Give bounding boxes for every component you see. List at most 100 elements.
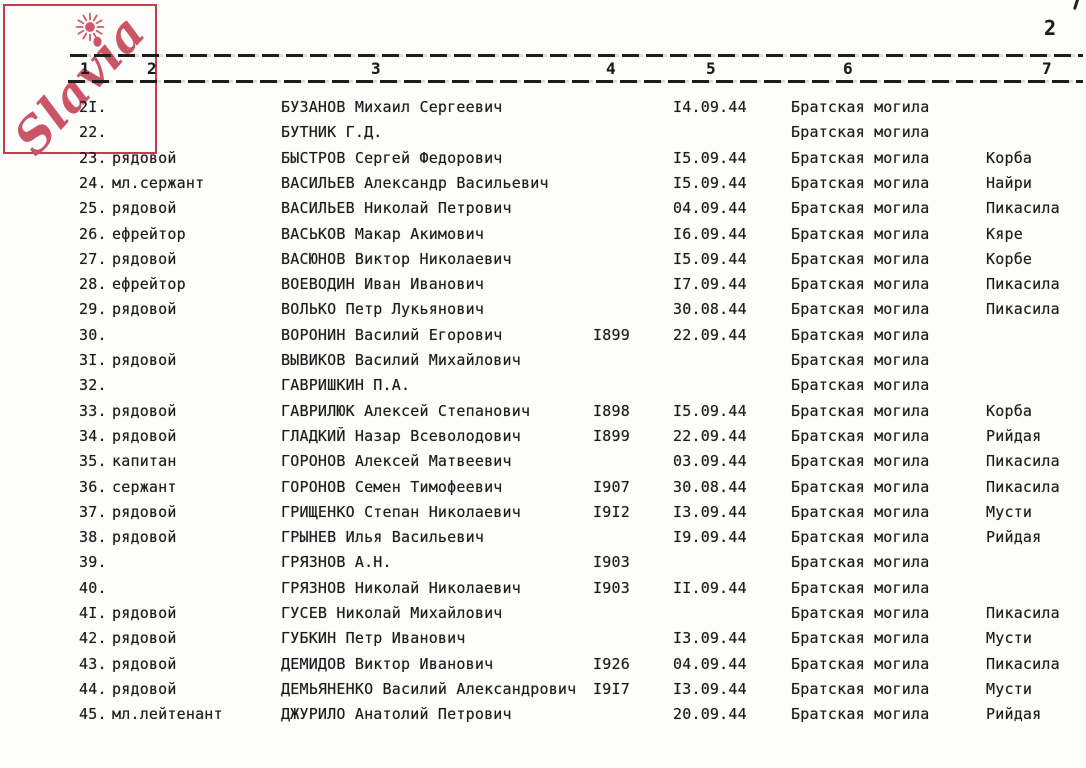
cell-grave: Братская могила <box>791 477 930 496</box>
cell-num: 22. <box>79 123 107 142</box>
cell-grave: Братская могила <box>791 376 930 395</box>
cell-year: I899 <box>593 325 630 344</box>
cell-place: Найри <box>986 173 1033 192</box>
cell-name: ВАСЮНОВ Виктор Николаевич <box>281 249 512 268</box>
cell-date: 30.08.44 <box>673 477 747 496</box>
cell-num: 36. <box>79 477 107 496</box>
cell-date: 04.09.44 <box>673 654 747 673</box>
cell-num: 38. <box>79 528 107 547</box>
table-row: 34. рядовой ГЛАДКИЙ Назар Всеволодович I899… <box>0 424 1086 449</box>
cell-rank: рядовой <box>112 199 177 218</box>
column-headers: 1 2 3 4 5 6 7 <box>0 59 1086 81</box>
table-row: 23. рядовой БЫСТРОВ Сергей Федорович I5.09.… <box>0 146 1086 171</box>
cell-name: ГУСЕВ Николай Михайлович <box>281 604 503 622</box>
cell-grave: Братская могила <box>791 275 930 294</box>
cell-place: Корба <box>986 401 1033 420</box>
cell-rank: рядовой <box>112 629 177 648</box>
cell-rank: рядовой <box>112 502 177 521</box>
cell-rank: рядовой <box>112 300 177 319</box>
table-row: 29. рядовой ВОЛЬКО Петр Лукьянович 30.08.44… <box>0 297 1086 322</box>
cell-grave: Братская могила <box>791 325 930 344</box>
cell-name: БЫСТРОВ Сергей Федорович <box>281 148 503 167</box>
cell-num: 25. <box>79 199 107 218</box>
cell-name: ГРЯЗНОВ Николай Николаевич <box>281 578 521 597</box>
cell-place: Пикасила <box>986 300 1060 319</box>
cell-name: ГАВРИЛЮК Алексей Степанович <box>281 401 531 420</box>
cell-name: ВОРОНИН Василий Егорович <box>281 325 503 344</box>
cell-place: Пикасила <box>986 275 1060 294</box>
cell-grave: Братская могила <box>791 98 930 116</box>
cell-place: Мусти <box>986 502 1033 521</box>
table-row: 25. рядовой ВАСИЛЬЕВ Николай Петрович 04.09… <box>0 196 1086 221</box>
cell-place: Пикасила <box>986 199 1060 218</box>
cell-name: ВАСЬКОВ Макар Акимович <box>281 224 485 243</box>
cell-place: Рийдая <box>986 528 1042 547</box>
slavia-watermark-stamp: Slavia <box>3 4 157 166</box>
cell-date: 22.09.44 <box>673 325 747 344</box>
cell-date: I4.09.44 <box>673 98 747 116</box>
cell-num: 28. <box>79 275 107 294</box>
page-number: 2 <box>1044 16 1058 40</box>
cell-num: 2I. <box>79 98 107 116</box>
cell-date: I5.09.44 <box>673 249 747 268</box>
table-row: 35. капитан ГОРОНОВ Алексей Матвеевич 03.09… <box>0 449 1086 474</box>
cell-name: ГУБКИН Петр Иванович <box>281 629 466 648</box>
column-header: 1 <box>80 59 90 78</box>
cell-date: I7.09.44 <box>673 275 747 294</box>
cell-num: 33. <box>79 401 107 420</box>
cell-num: 40. <box>79 578 107 597</box>
column-header: 6 <box>843 59 853 78</box>
table-row: 42. рядовой ГУБКИН Петр Иванович I3.09.44 Бр… <box>0 626 1086 651</box>
table-row: 30. ВОРОНИН Василий Егорович I899 22.09.44 Б… <box>0 323 1086 348</box>
table-row: 28. ефрейтор ВОЕВОДИН Иван Иванович I7.09.4… <box>0 272 1086 297</box>
cell-name: ВАСИЛЬЕВ Николай Петрович <box>281 199 512 218</box>
cell-date: I3.09.44 <box>673 629 747 648</box>
cell-grave: Братская могила <box>791 452 930 471</box>
cell-place: Корба <box>986 148 1033 167</box>
cell-name: ГРЫНЕВ Илья Васильевич <box>281 528 485 547</box>
cell-rank: рядовой <box>112 401 177 420</box>
table-row: 38. рядовой ГРЫНЕВ Илья Васильевич I9.09.44… <box>0 525 1086 550</box>
cell-year: I9I7 <box>593 679 630 698</box>
cell-num: 26. <box>79 224 107 243</box>
cell-num: 43. <box>79 654 107 673</box>
cell-rank: рядовой <box>112 654 177 673</box>
cell-num: 24. <box>79 173 107 192</box>
cell-name: ГРИЩЕНКО Степан Николаевич <box>281 502 521 521</box>
cell-name: БУТНИК Г.Д. <box>281 123 383 142</box>
cell-grave: Братская могила <box>791 173 930 192</box>
cell-num: 45. <box>79 705 107 724</box>
cell-num: 37. <box>79 502 107 521</box>
cell-rank: ефрейтор <box>112 224 186 243</box>
cell-date: 04.09.44 <box>673 199 747 218</box>
column-header: 7 <box>1042 59 1052 78</box>
cell-name: ГОРОНОВ Алексей Матвеевич <box>281 452 512 471</box>
cell-year: I907 <box>593 477 630 496</box>
cell-rank: ефрейтор <box>112 275 186 294</box>
column-header: 2 <box>147 59 157 78</box>
cell-grave: Братская могила <box>791 654 930 673</box>
cell-place: Пикасила <box>986 477 1060 496</box>
cell-date: I5.09.44 <box>673 173 747 192</box>
cell-rank: рядовой <box>112 679 177 698</box>
header-rule-bottom <box>68 80 1083 83</box>
table-row: 32. ГАВРИШКИН П.А. Братская могила <box>0 373 1086 398</box>
cell-grave: Братская могила <box>791 401 930 420</box>
cell-rank: рядовой <box>112 426 177 445</box>
cell-grave: Братская могила <box>791 629 930 648</box>
cell-num: 27. <box>79 249 107 268</box>
sun-icon <box>75 12 105 42</box>
cell-name: ВЫВИКОВ Василий Михайлович <box>281 351 521 369</box>
cell-num: 4I. <box>79 604 107 622</box>
table-row: 39. ГРЯЗНОВ А.Н. I903 Братская могила <box>0 550 1086 575</box>
table-row: 26. ефрейтор ВАСЬКОВ Макар Акимович I6.09.4… <box>0 222 1086 247</box>
cell-place: Корбе <box>986 249 1033 268</box>
cell-num: 39. <box>79 553 107 572</box>
table-row: 40. ГРЯЗНОВ Николай Николаевич I903 II.09.4… <box>0 576 1086 601</box>
cell-rank: рядовой <box>112 528 177 547</box>
cell-name: ВОЛЬКО Петр Лукьянович <box>281 300 485 319</box>
cell-date: I3.09.44 <box>673 502 747 521</box>
cell-place: Пикасила <box>986 654 1060 673</box>
cell-date: I9.09.44 <box>673 528 747 547</box>
